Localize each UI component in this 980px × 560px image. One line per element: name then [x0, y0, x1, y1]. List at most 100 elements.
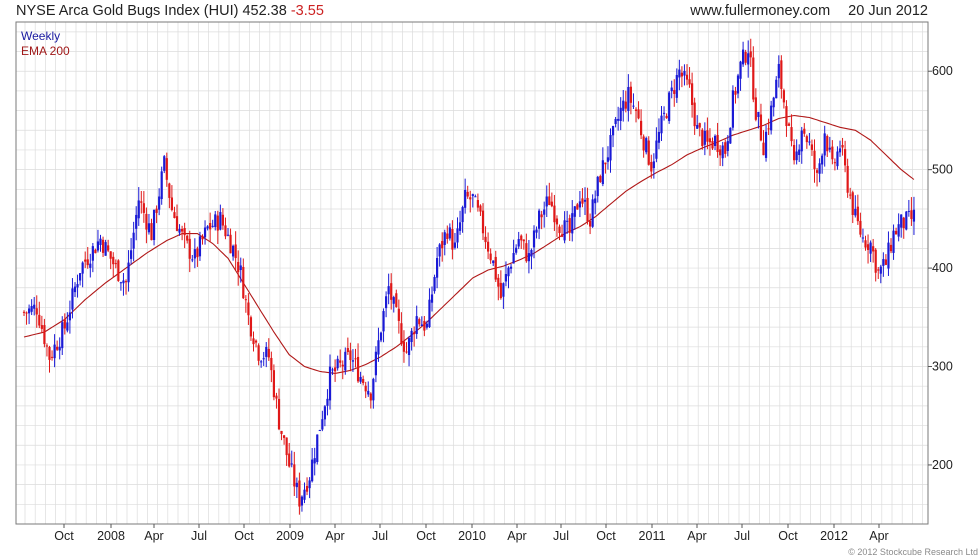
weekly-candle	[265, 342, 268, 368]
candle-body	[800, 130, 803, 152]
candle-body	[356, 356, 360, 382]
weekly-candle	[387, 273, 390, 305]
candle-body	[759, 114, 763, 141]
weekly-candle	[96, 229, 100, 253]
weekly-candle	[578, 190, 581, 218]
weekly-candle	[410, 328, 413, 351]
candle-body	[308, 480, 311, 489]
candle-body	[662, 112, 666, 114]
candle-body	[198, 236, 202, 257]
candle-body	[624, 101, 627, 109]
plot-frame	[15, 21, 929, 525]
candle-body	[196, 248, 199, 258]
candle-body	[349, 350, 352, 361]
weekly-candle	[300, 495, 304, 512]
candle-body	[874, 249, 877, 273]
weekly-candle	[912, 196, 916, 235]
weekly-candle	[892, 224, 895, 260]
candle-body	[430, 294, 434, 303]
weekly-candle	[833, 158, 836, 171]
weekly-candle	[63, 313, 66, 335]
candle-body	[678, 69, 681, 78]
candle-body	[706, 130, 709, 142]
candle-body	[456, 228, 459, 243]
candle-body	[260, 361, 263, 363]
candle-body	[647, 140, 650, 165]
weekly-candle	[627, 74, 630, 122]
candle-body	[318, 430, 321, 432]
candle-body	[346, 348, 349, 353]
weekly-candle	[206, 225, 209, 231]
candle-body	[351, 360, 355, 362]
candle-body	[558, 226, 561, 234]
candle-body	[568, 218, 571, 233]
weekly-candle	[33, 296, 36, 316]
candle-body	[40, 325, 43, 329]
weekly-candle	[770, 100, 773, 135]
weekly-candle	[224, 217, 227, 240]
weekly-candle	[66, 312, 69, 333]
candle-body	[58, 346, 61, 351]
candle-body	[397, 308, 400, 321]
candle-body	[910, 210, 913, 219]
weekly-candle	[611, 125, 615, 148]
source-link[interactable]: www.fullermoney.com	[690, 3, 831, 19]
weekly-candle	[629, 81, 632, 115]
weekly-candle	[188, 230, 191, 273]
candle-body	[369, 393, 372, 401]
weekly-candle	[458, 210, 462, 235]
last-value: 452.38	[242, 3, 287, 19]
y-tick-label: 400	[932, 261, 953, 275]
candle-body	[458, 222, 462, 231]
weekly-candle	[826, 134, 829, 158]
candle-body	[163, 156, 166, 171]
y-axis: 200 300 400 500 600	[928, 64, 953, 472]
candle-body	[882, 259, 885, 266]
weekly-candle	[555, 215, 559, 237]
candle-body	[540, 214, 543, 218]
candle-body	[288, 453, 291, 467]
weekly-candle	[73, 282, 77, 298]
candle-body	[517, 239, 520, 247]
weekly-candle	[280, 430, 283, 441]
weekly-candle	[754, 88, 757, 122]
candle-body	[66, 322, 69, 331]
weekly-candle	[48, 345, 51, 373]
candle-body	[155, 208, 158, 213]
weekly-candle	[170, 185, 173, 212]
weekly-candle	[469, 190, 472, 213]
weekly-candle	[369, 392, 372, 409]
weekly-candle	[311, 447, 314, 483]
candle-body	[415, 316, 418, 335]
weekly-candle	[815, 167, 819, 187]
weekly-candle	[520, 234, 523, 250]
weekly-candle	[703, 122, 706, 156]
candle-body	[323, 406, 326, 420]
weekly-candle	[777, 55, 780, 88]
weekly-candle	[89, 253, 92, 278]
chart-source-date: www.fullermoney.com 20 Jun 2012	[690, 0, 928, 22]
candle-body	[897, 224, 900, 237]
candle-body	[438, 244, 441, 257]
weekly-candle	[122, 273, 125, 296]
x-tick-label: Apr	[507, 529, 526, 543]
x-tick-label: 2010	[458, 529, 486, 543]
candle-body	[262, 358, 265, 360]
candle-body	[655, 140, 658, 159]
candle-body	[670, 87, 673, 92]
candle-body	[341, 364, 344, 367]
weekly-candle	[346, 337, 349, 355]
candle-body	[117, 260, 120, 281]
index-name: NYSE Arca Gold Bugs Index (HUI)	[16, 3, 239, 19]
weekly-candle	[38, 301, 41, 329]
weekly-candle	[782, 88, 785, 109]
weekly-candle	[443, 229, 446, 256]
weekly-candle	[803, 123, 806, 137]
candle-body	[285, 437, 288, 456]
candle-body	[362, 378, 365, 384]
weekly-candle	[392, 295, 395, 313]
weekly-candle	[764, 124, 768, 162]
weekly-candle	[30, 299, 33, 316]
candle-body	[206, 226, 209, 229]
weekly-candle	[56, 340, 59, 352]
